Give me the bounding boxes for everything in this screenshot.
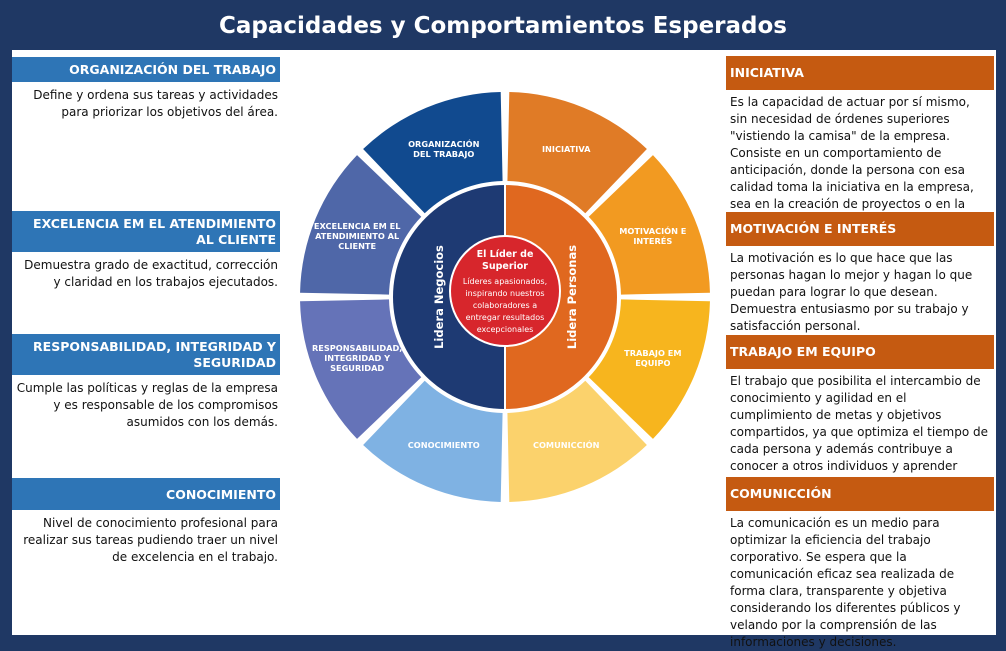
wheel-segment-label: INTERÉS [633, 235, 672, 246]
ring-label-lidera-personas: Lidera Personas [565, 245, 579, 349]
wheel-segment [507, 92, 647, 214]
core-text-line: entregar resultados [466, 313, 545, 322]
left-item-heading: CONOCIMIENTO [12, 478, 280, 510]
wheel-segment-label: INTEGRIDAD Y [324, 353, 391, 363]
wheel-segment-label: TRABAJO EM [624, 348, 681, 358]
wheel-segment [507, 380, 647, 502]
left-item-heading: RESPONSABILIDAD, INTEGRIDAD Y SEGURIDAD [12, 334, 280, 375]
wheel-segment-label: MOTIVACIÓN E [619, 225, 686, 236]
right-item-heading: MOTIVACIÓN E INTERÉS [726, 212, 994, 246]
wheel-segment-label: ATENDIMIENTO AL [315, 231, 399, 241]
core-text-line: colaboradores a [473, 301, 537, 310]
wheel-segment-label: SEGURIDAD [330, 363, 384, 373]
core-text-line: excepcionales [477, 325, 534, 334]
right-item-text: El trabajo que posibilita el intercambio… [730, 374, 989, 490]
left-item-heading: EXCELENCIA EM EL ATENDIMIENTO AL CLIENTE [12, 211, 280, 252]
core-text-line: inspirando nuestros [465, 289, 544, 298]
wheel-segment-label: RESPONSABILIDAD, [312, 343, 402, 353]
left-item-excelencia: EXCELENCIA EM EL ATENDIMIENTO AL CLIENTE… [12, 211, 280, 291]
left-item-organizacion: ORGANIZACIÓN DEL TRABAJO Define y ordena… [12, 57, 280, 121]
wheel-segment-label: CONOCIMIENTO [408, 440, 480, 450]
right-item-text: La comunicación es un medio para optimiz… [730, 516, 961, 649]
wheel-segment [300, 155, 422, 295]
ring-label-lidera-negocios: Lidera Negocios [432, 245, 446, 349]
wheel-segment-label: COMUNICCIÓN [533, 439, 600, 450]
wheel-segment-label: CLIENTE [338, 241, 376, 251]
content-panel: ORGANIZACIÓN DEL TRABAJO Define y ordena… [12, 50, 996, 649]
core-text-line: Líderes apasionados, [463, 277, 547, 286]
right-item-comunicacion: COMUNICCIÓN La comunicación es un medio … [726, 477, 994, 651]
left-item-text: Nivel de conocimiento profesional para r… [23, 516, 278, 564]
right-item-heading: INICIATIVA [726, 56, 994, 90]
right-item-heading: TRABAJO EM EQUIPO [726, 335, 994, 369]
wheel-segment-label: DEL TRABAJO [413, 149, 474, 159]
left-item-responsabilidad: RESPONSABILIDAD, INTEGRIDAD Y SEGURIDAD … [12, 334, 280, 431]
ring-left-half [393, 185, 505, 409]
wheel-segment [588, 155, 710, 295]
ring-right-half [505, 185, 617, 409]
core-title-line: Superior [482, 261, 528, 272]
core-circle [449, 235, 561, 347]
left-item-text: Define y ordena sus tareas y actividades… [33, 88, 278, 119]
wheel-segment-label: EQUIPO [635, 358, 670, 368]
right-item-text: Es la capacidad de actuar por sí mismo, … [730, 95, 974, 228]
left-item-text: Demuestra grado de exactitud, corrección… [24, 258, 278, 289]
slide-title: Capacidades y Comportamientos Esperados [218, 13, 787, 39]
wheel-segment-label: ORGANIZACIÓN [408, 138, 480, 149]
right-item-trabajo-equipo: TRABAJO EM EQUIPO El trabajo que posibil… [726, 335, 994, 492]
left-item-text: Cumple las políticas y reglas de la empr… [16, 381, 278, 429]
right-item-motivacion: MOTIVACIÓN E INTERÉS La motivación es lo… [726, 212, 994, 335]
right-item-iniciativa: INICIATIVA Es la capacidad de actuar por… [726, 56, 994, 230]
left-item-conocimiento: CONOCIMIENTO Nivel de conocimiento profe… [12, 478, 280, 566]
right-item-heading: COMUNICCIÓN [726, 477, 994, 511]
wheel-segment [588, 299, 710, 439]
wheel-segment [300, 299, 422, 439]
right-item-text: La motivación es lo que hace que las per… [730, 251, 973, 333]
wheel-segment-label: INICIATIVA [542, 144, 591, 154]
wheel-segment [363, 92, 503, 214]
wheel-segment [363, 380, 503, 502]
wheel-segment-label: EXCELENCIA EM EL [314, 221, 401, 231]
left-item-heading: ORGANIZACIÓN DEL TRABAJO [12, 57, 280, 82]
core-title-line: El Líder de [477, 249, 534, 260]
